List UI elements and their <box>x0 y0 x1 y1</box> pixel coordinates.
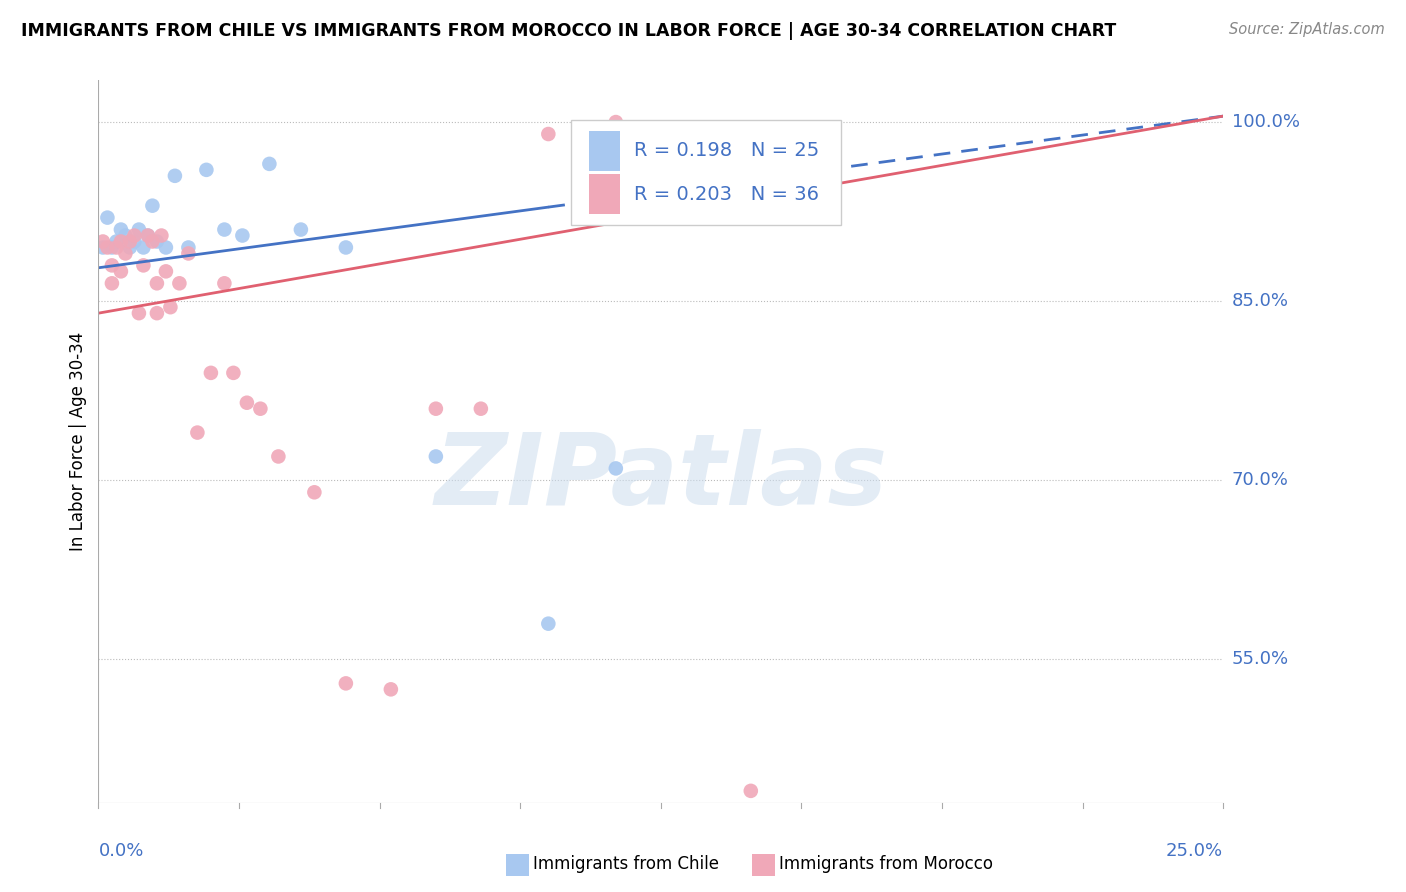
Point <box>177 240 200 254</box>
Text: Immigrants from Morocco: Immigrants from Morocco <box>779 855 993 873</box>
Point <box>110 235 132 249</box>
Text: Source: ZipAtlas.com: Source: ZipAtlas.com <box>1229 22 1385 37</box>
Point <box>537 127 560 141</box>
Point <box>470 401 492 416</box>
Point <box>146 277 169 291</box>
Text: 55.0%: 55.0% <box>1232 650 1289 668</box>
Point <box>141 199 163 213</box>
Text: R = 0.198   N = 25: R = 0.198 N = 25 <box>634 141 820 161</box>
Point <box>155 264 177 278</box>
Point <box>195 162 218 177</box>
FancyBboxPatch shape <box>589 131 620 170</box>
Point <box>335 676 357 690</box>
Point <box>91 240 114 254</box>
Text: R = 0.203   N = 36: R = 0.203 N = 36 <box>634 185 818 203</box>
Point <box>425 401 447 416</box>
Point <box>155 240 177 254</box>
Point <box>169 277 191 291</box>
Point <box>304 485 326 500</box>
Point <box>290 222 312 236</box>
FancyBboxPatch shape <box>571 120 841 225</box>
Point <box>110 222 132 236</box>
Point <box>118 235 141 249</box>
Point <box>605 461 627 475</box>
Text: 0.0%: 0.0% <box>98 842 143 860</box>
Point <box>96 240 118 254</box>
Point <box>425 450 447 464</box>
Point <box>146 306 169 320</box>
Point <box>101 259 124 273</box>
Point <box>163 169 186 183</box>
Point <box>101 277 124 291</box>
Point <box>132 259 155 273</box>
Point <box>231 228 253 243</box>
Point <box>200 366 222 380</box>
Point <box>537 616 560 631</box>
Point <box>124 228 146 243</box>
Point <box>249 401 271 416</box>
Point <box>740 784 762 798</box>
Point <box>96 211 118 225</box>
Point <box>214 277 236 291</box>
Point <box>186 425 208 440</box>
Point <box>136 228 159 243</box>
Text: 100.0%: 100.0% <box>1232 113 1299 131</box>
Point <box>605 115 627 129</box>
Point <box>124 235 146 249</box>
Point <box>267 450 290 464</box>
Point <box>128 222 150 236</box>
Point <box>222 366 245 380</box>
Point <box>214 222 236 236</box>
Point <box>91 235 114 249</box>
Point <box>141 235 163 249</box>
Point <box>132 240 155 254</box>
Point <box>236 395 259 409</box>
Text: 25.0%: 25.0% <box>1166 842 1223 860</box>
Point <box>118 240 141 254</box>
Point <box>177 246 200 260</box>
Point <box>110 264 132 278</box>
Point <box>105 235 128 249</box>
Text: 85.0%: 85.0% <box>1232 293 1288 310</box>
FancyBboxPatch shape <box>589 174 620 214</box>
Point <box>114 246 136 260</box>
Point <box>150 228 173 243</box>
Text: 70.0%: 70.0% <box>1232 471 1288 490</box>
Text: ZIPatlas: ZIPatlas <box>434 429 887 526</box>
Y-axis label: In Labor Force | Age 30-34: In Labor Force | Age 30-34 <box>69 332 87 551</box>
Point <box>136 228 159 243</box>
Point <box>380 682 402 697</box>
Point <box>101 240 124 254</box>
Point <box>259 157 281 171</box>
Text: IMMIGRANTS FROM CHILE VS IMMIGRANTS FROM MOROCCO IN LABOR FORCE | AGE 30-34 CORR: IMMIGRANTS FROM CHILE VS IMMIGRANTS FROM… <box>21 22 1116 40</box>
Point <box>335 240 357 254</box>
Point <box>128 306 150 320</box>
Text: Immigrants from Chile: Immigrants from Chile <box>533 855 718 873</box>
Point <box>105 240 128 254</box>
Point <box>146 235 169 249</box>
Point <box>114 228 136 243</box>
Point <box>159 300 181 314</box>
